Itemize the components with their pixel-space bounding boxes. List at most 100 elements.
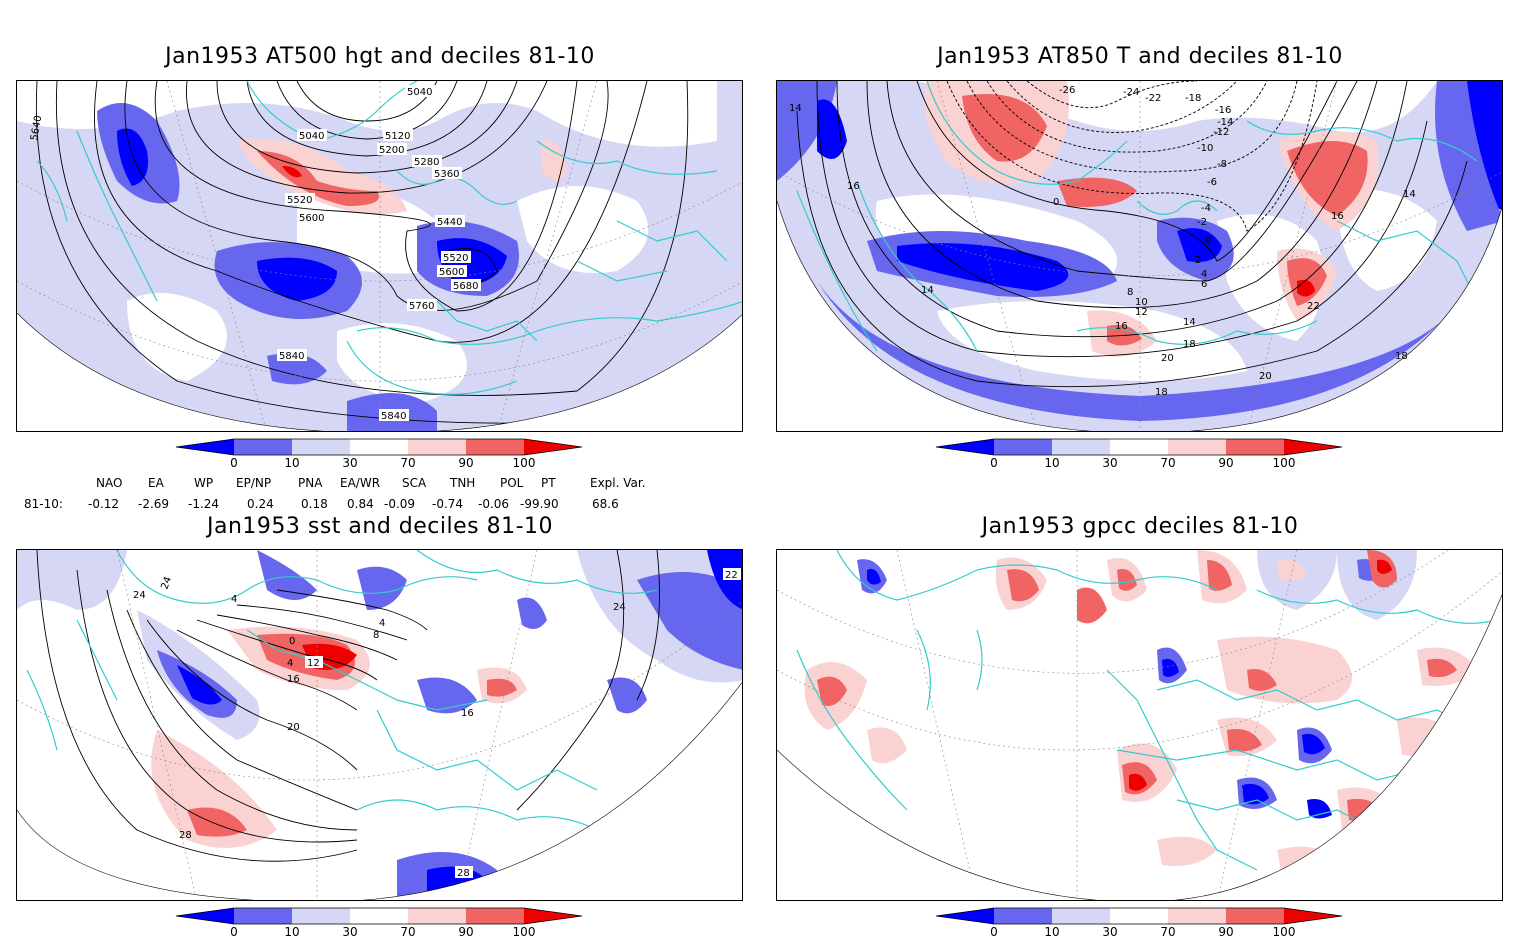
colorbar-tr: 0 10 30 70 90 100: [930, 438, 1350, 474]
header-epnp: EP/NP: [236, 476, 272, 490]
value-nao: -0.12: [88, 497, 120, 511]
clabel: 20: [1259, 371, 1272, 382]
clabel: -14: [1217, 117, 1233, 128]
contour-labels-sst: 24 24 4 0 4 8 4 12 16 20 16 28 28 24 22: [133, 568, 741, 879]
map-sst: 24 24 4 0 4 8 4 12 16 20 16 28 28 24 22: [16, 549, 743, 901]
clabel: 2: [1195, 255, 1201, 266]
cbar-label: 0: [990, 925, 998, 939]
colorbar-tl: 0 10 30 70 90 100: [170, 438, 590, 474]
clabel: -2: [1197, 217, 1207, 228]
map-500hgt: 5040 5040 5120 5200 5280 5360 5520 5600 …: [16, 80, 743, 432]
clabel: -10: [1197, 143, 1213, 154]
clabel: 0: [289, 636, 295, 647]
clabel: 5600: [299, 213, 324, 224]
clabel: 5600: [439, 267, 464, 278]
clabel: 14: [789, 103, 802, 114]
clabel: 28: [457, 868, 470, 879]
cbar-label: 0: [230, 925, 238, 939]
clabel: 5520: [287, 195, 312, 206]
clabel: 6: [1201, 279, 1207, 290]
clabel: 5360: [434, 169, 459, 180]
clabel: 5200: [379, 145, 404, 156]
clabel: 14: [1183, 317, 1196, 328]
row-label: 81-10:: [24, 497, 63, 511]
cbar-label: 10: [1044, 925, 1060, 939]
cbar-label: 0: [990, 456, 998, 470]
value-expl-var: 68.6: [592, 497, 619, 511]
title-500hgt: Jan1953 AT500 hgt and deciles 81-10: [165, 44, 595, 69]
cbar-label: 90: [1218, 925, 1234, 939]
value-wp: -1.24: [188, 497, 220, 511]
clabel: 24: [613, 602, 626, 613]
cbar-label: 70: [400, 925, 416, 939]
cbar-label: 30: [1102, 925, 1118, 939]
clabel: 16: [287, 674, 300, 685]
cbar-label: 10: [1044, 456, 1060, 470]
cbar-label: 90: [458, 925, 474, 939]
cbar-label: 10: [284, 925, 300, 939]
clabel: -6: [1207, 177, 1217, 188]
title-gpcc: Jan1953 gpcc deciles 81-10: [981, 514, 1299, 539]
header-pt: PT: [541, 476, 556, 490]
value-pt: -99.90: [520, 497, 559, 511]
value-pol: -0.06: [478, 497, 510, 511]
cbar-label: 70: [1160, 456, 1176, 470]
clabel: 5040: [299, 131, 324, 142]
contour-labels-500hgt: 5040 5040 5120 5200 5280 5360 5520 5600 …: [29, 85, 481, 422]
cbar-label: 90: [1218, 456, 1234, 470]
clabel: 12: [307, 658, 320, 669]
clabel: 22: [725, 570, 738, 581]
clabel: 18: [1183, 339, 1196, 350]
clabel: 8: [373, 630, 379, 641]
value-tnh: -0.74: [432, 497, 464, 511]
header-expl-var: Expl. Var.: [590, 476, 646, 490]
header-tnh: TNH: [450, 476, 476, 490]
clabel: 16: [847, 181, 860, 192]
value-epnp: 0.24: [247, 497, 274, 511]
clabel: 14: [921, 285, 934, 296]
clabel: 28: [179, 830, 192, 841]
cbar-label: 0: [230, 456, 238, 470]
clabel: -26: [1059, 85, 1075, 96]
clabel: 24: [159, 575, 174, 591]
teleconnection-table: NAO EA WP EP/NP PNA EA/WR SCA TNH POL PT…: [0, 476, 760, 516]
clabel: 5440: [437, 217, 462, 228]
clabel: 22: [1307, 301, 1320, 312]
clabel: -4: [1201, 203, 1211, 214]
clabel: 10: [1135, 297, 1148, 308]
cbar-label: 100: [1272, 456, 1296, 470]
clabel: 5840: [279, 351, 304, 362]
value-pna: 0.18: [301, 497, 328, 511]
clabel: 18: [1155, 387, 1168, 398]
cbar-label: 30: [342, 925, 358, 939]
value-sca: -0.09: [384, 497, 416, 511]
header-wp: WP: [194, 476, 214, 490]
clabel: -24: [1123, 87, 1139, 98]
cbar-label: 30: [342, 456, 358, 470]
clabel: 14: [1403, 189, 1416, 200]
clabel: 8: [1127, 287, 1133, 298]
cbar-label: 90: [458, 456, 474, 470]
value-ea: -2.69: [138, 497, 170, 511]
clabel: 20: [287, 722, 300, 733]
clabel: 0: [1205, 235, 1211, 246]
clabel: 0: [1053, 197, 1059, 208]
header-sca: SCA: [402, 476, 427, 490]
clabel: 5120: [385, 131, 410, 142]
title-sst: Jan1953 sst and deciles 81-10: [206, 514, 554, 539]
clabel: 24: [133, 590, 146, 601]
clabel: 16: [1331, 211, 1344, 222]
header-nao: NAO: [96, 476, 123, 490]
clabel: 12: [1135, 307, 1148, 318]
cbar-label: 100: [512, 456, 536, 470]
cbar-label: 10: [284, 456, 300, 470]
colorbar-br: 0 10 30 70 90 100: [930, 907, 1350, 943]
clabel: -22: [1145, 93, 1161, 104]
cbar-label: 70: [1160, 925, 1176, 939]
clabel: -12: [1213, 127, 1229, 138]
clabel: 5280: [414, 157, 439, 168]
cbar-label: 30: [1102, 456, 1118, 470]
contour-labels-850t: -26 -24 -22 -18 -16 -14 -12 -10 -8 -6 -4…: [789, 85, 1416, 398]
clabel: 20: [1161, 353, 1174, 364]
clabel: 5520: [443, 253, 468, 264]
